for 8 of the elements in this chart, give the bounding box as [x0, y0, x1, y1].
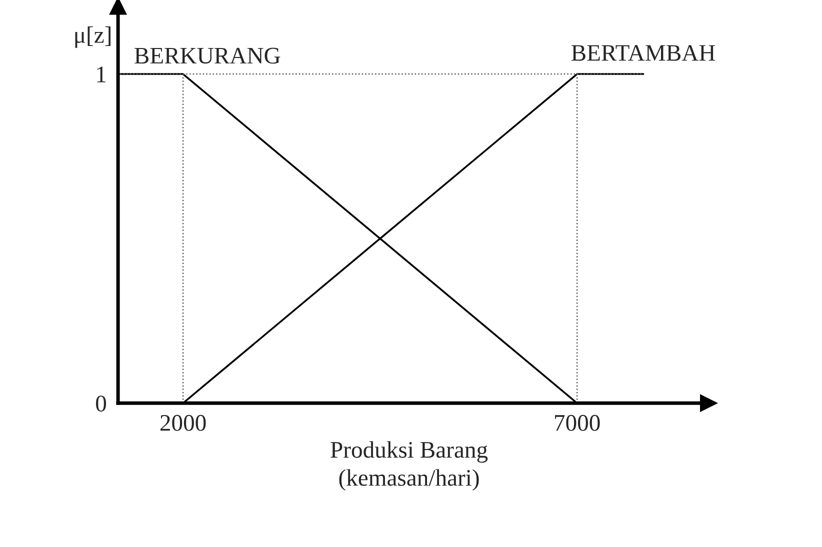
x-tick-label: 2000 — [160, 414, 206, 431]
y-tick-label: 0 — [96, 396, 106, 412]
series-label: BERTAMBAH — [571, 45, 716, 61]
series-label: BERKURANG — [134, 48, 280, 64]
y-axis-title: μ[z] — [75, 26, 110, 48]
x-axis-title: Produksi Barang (kemasan/hari) — [330, 441, 488, 491]
x-tick-label: 7000 — [555, 414, 600, 431]
y-tick-label: 1 — [97, 66, 106, 82]
